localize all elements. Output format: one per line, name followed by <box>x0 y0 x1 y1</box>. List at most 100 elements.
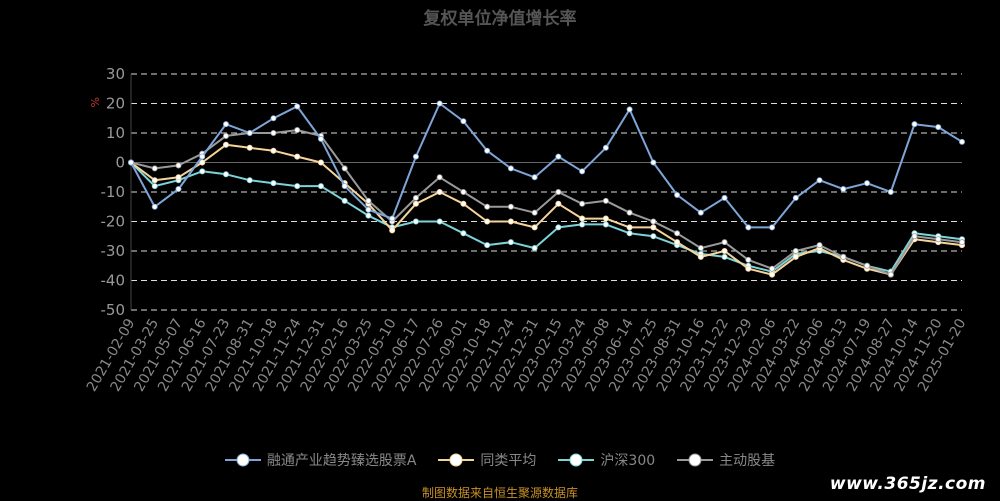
data-point <box>531 224 538 231</box>
data-point <box>484 147 491 154</box>
legend-label: 融通产业趋势臻选股票A <box>266 453 417 469</box>
data-point <box>602 221 609 228</box>
data-point <box>412 200 419 207</box>
data-point <box>507 203 514 210</box>
series-line <box>130 102 963 229</box>
y-tick-label: 30 <box>106 65 125 83</box>
data-point <box>531 209 538 216</box>
data-point <box>151 203 158 210</box>
y-tick-label: -20 <box>101 213 126 231</box>
data-point <box>745 224 752 231</box>
data-point <box>365 197 372 204</box>
data-point <box>222 171 229 178</box>
data-point <box>769 271 776 278</box>
data-point <box>816 177 823 184</box>
data-point <box>270 129 277 136</box>
data-point <box>460 200 467 207</box>
data-point <box>650 233 657 240</box>
data-point <box>127 159 134 166</box>
data-point <box>792 194 799 201</box>
data-point <box>650 218 657 225</box>
data-point <box>151 177 158 184</box>
x-axis-ticks: 2021-02-092021-03-252021-05-072021-06-16… <box>84 316 970 395</box>
data-point <box>674 230 681 237</box>
data-point <box>317 135 324 142</box>
data-point <box>436 218 443 225</box>
y-axis-unit: % <box>88 97 101 107</box>
data-point <box>389 215 396 222</box>
data-point <box>270 147 277 154</box>
data-point <box>484 218 491 225</box>
series-lines <box>127 100 966 278</box>
data-point <box>721 239 728 246</box>
data-point <box>626 224 633 231</box>
data-point <box>602 215 609 222</box>
data-point <box>697 245 704 252</box>
data-point <box>555 200 562 207</box>
legend-label: 同类平均 <box>480 453 537 469</box>
data-point <box>507 239 514 246</box>
watermark: www.365jz.com <box>829 474 986 494</box>
data-point <box>222 141 229 148</box>
data-point <box>365 206 372 213</box>
data-point <box>626 209 633 216</box>
legend-item[interactable]: 主动股基 <box>677 450 775 470</box>
legend: 融通产业趋势臻选股票A 同类平均 沪深300 主动股基 <box>0 450 1000 470</box>
legend-label: 沪深300 <box>600 453 656 469</box>
data-point <box>294 153 301 160</box>
data-point <box>294 127 301 134</box>
data-point <box>840 253 847 260</box>
grid-lines <box>130 73 962 311</box>
legend-marker-icon <box>677 453 714 467</box>
data-point <box>484 242 491 249</box>
data-point <box>341 183 348 190</box>
data-point <box>199 168 206 175</box>
data-point <box>246 144 253 151</box>
y-tick-label: -50 <box>101 301 126 319</box>
data-point <box>151 165 158 172</box>
data-point <box>199 153 206 160</box>
data-point <box>270 115 277 122</box>
data-point <box>412 194 419 201</box>
legend-item[interactable]: 沪深300 <box>558 450 655 470</box>
data-point <box>341 197 348 204</box>
y-axis-ticks: 30 20 10 0 -10 -20 -30 -40 -50 <box>101 65 126 319</box>
data-point <box>697 253 704 260</box>
data-point <box>412 218 419 225</box>
data-point <box>531 245 538 252</box>
series-line <box>130 161 963 273</box>
data-point <box>507 218 514 225</box>
y-tick-label: -40 <box>101 272 126 290</box>
data-point <box>507 165 514 172</box>
data-point <box>579 200 586 207</box>
data-point <box>911 233 918 240</box>
source-note: 制图数据来自恒生聚源数据库 <box>421 486 578 500</box>
data-point <box>531 174 538 181</box>
legend-marker-icon <box>438 453 475 467</box>
data-point <box>626 106 633 113</box>
data-point <box>199 159 206 166</box>
legend-item[interactable]: 同类平均 <box>438 450 536 470</box>
series-line <box>130 129 963 276</box>
data-point <box>650 159 657 166</box>
y-tick-label: 20 <box>106 95 125 113</box>
data-point <box>745 256 752 263</box>
y-tick-label: 10 <box>106 124 125 142</box>
data-point <box>389 227 396 234</box>
series-3 <box>127 127 966 278</box>
data-point <box>436 188 443 195</box>
data-point <box>887 188 894 195</box>
y-tick-label: 0 <box>115 154 125 172</box>
data-point <box>602 144 609 151</box>
data-point <box>887 271 894 278</box>
data-point <box>151 183 158 190</box>
data-point <box>935 124 942 131</box>
data-point <box>436 100 443 107</box>
data-point <box>270 180 277 187</box>
data-point <box>579 215 586 222</box>
data-point <box>294 103 301 110</box>
data-point <box>555 224 562 231</box>
data-point <box>460 188 467 195</box>
legend-item[interactable]: 融通产业趋势臻选股票A <box>224 450 417 470</box>
